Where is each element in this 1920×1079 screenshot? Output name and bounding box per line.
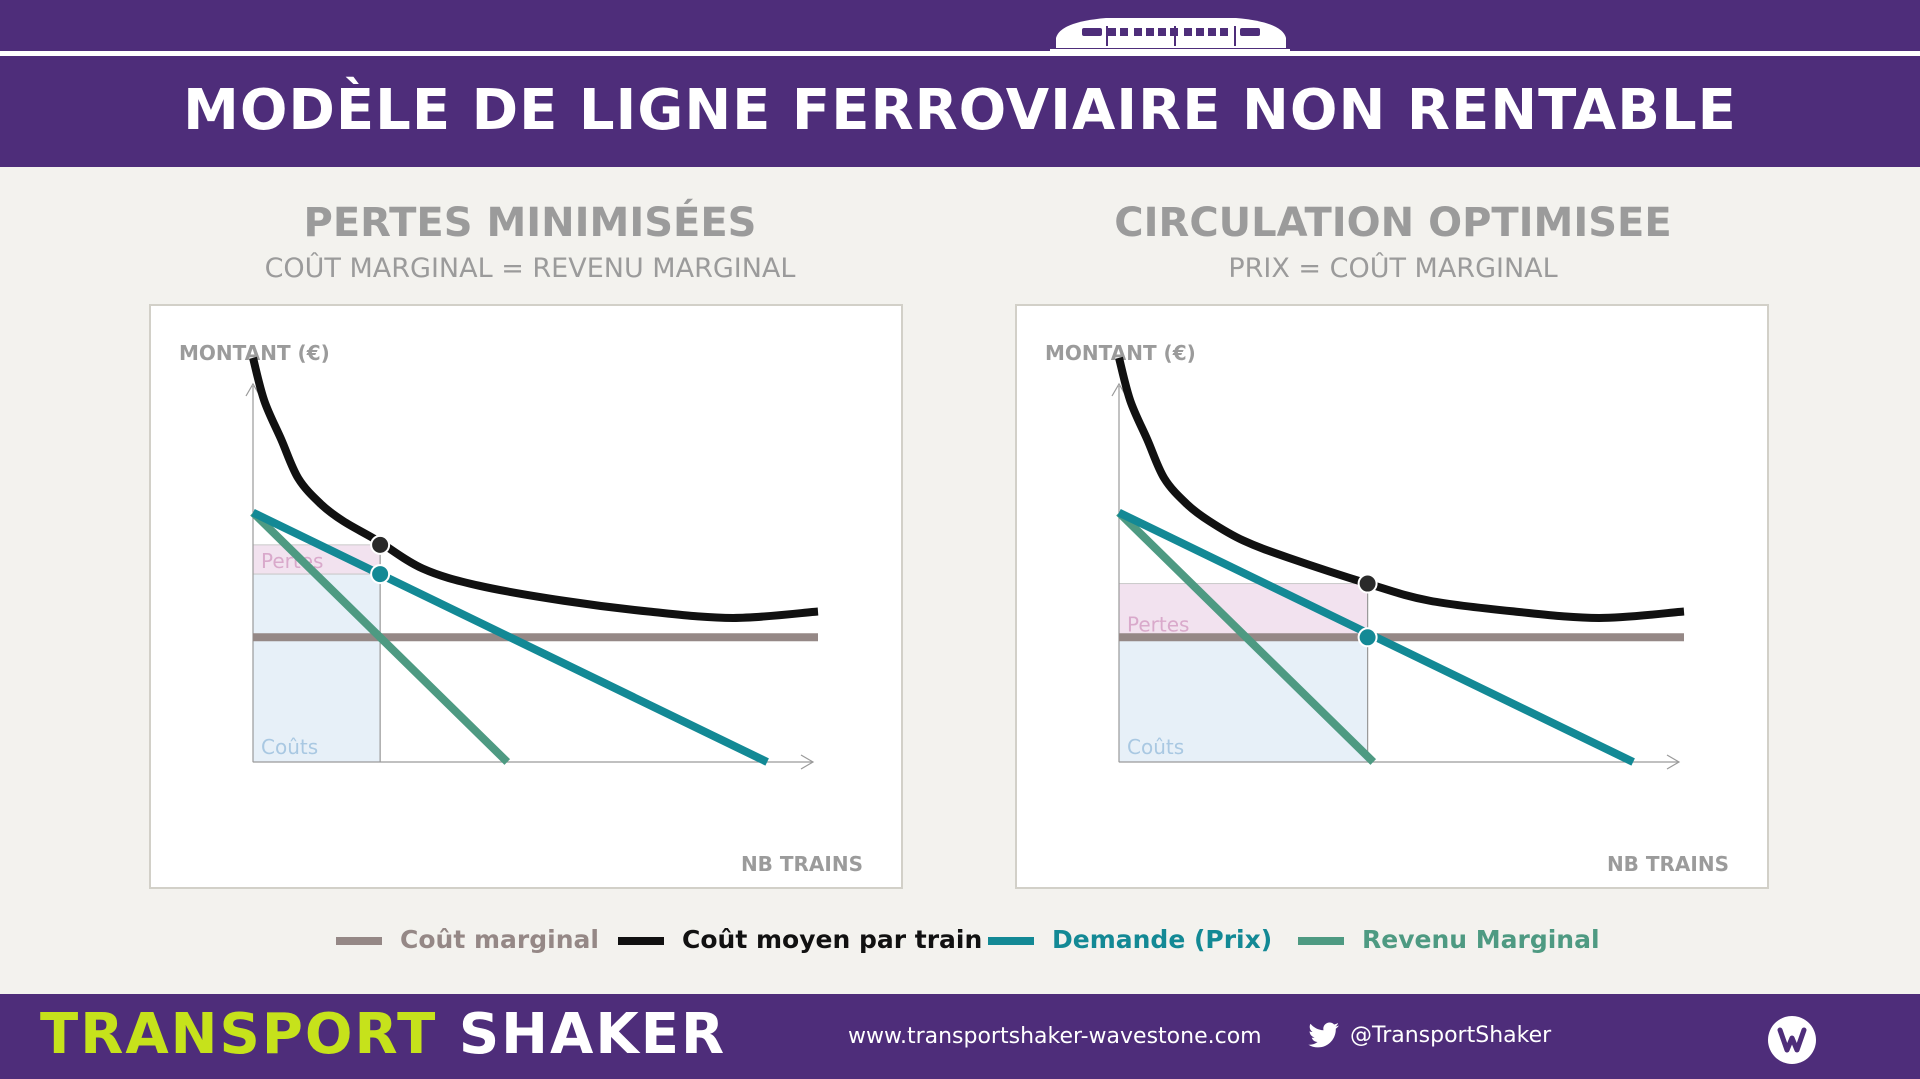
panel-subtitle-right: PRIX = COÛT MARGINAL: [1228, 253, 1558, 284]
legend-label: Revenu Marginal: [1362, 925, 1600, 954]
intersection-point: [370, 534, 391, 555]
brand-word-transport: TRANSPORT: [40, 1002, 438, 1067]
panel-subtitle-left: COÛT MARGINAL = REVENU MARGINAL: [264, 253, 796, 284]
train-icon: [1050, 18, 1290, 53]
legend-label: Demande (Prix): [1052, 925, 1273, 954]
area-label-couts: Coûts: [1127, 735, 1184, 759]
series-revenu-marginal: [1116, 509, 1377, 765]
legend-swatch: [988, 937, 1034, 945]
chart-right: Pertes Coûts MONTANT (€) NB TRAINS: [1015, 304, 1769, 889]
twitter-bird-icon[interactable]: [1308, 1022, 1340, 1050]
chart-legend: Coût marginal Coût moyen par train Deman…: [0, 920, 1920, 960]
wavestone-w-icon: [1768, 1016, 1816, 1064]
intersection-point: [1357, 627, 1378, 648]
header-band: [0, 0, 1920, 167]
legend-swatch: [336, 937, 382, 945]
twitter-handle[interactable]: @TransportShaker: [1350, 1023, 1552, 1048]
area-label-couts: Coûts: [261, 735, 318, 759]
panel-title-right: CIRCULATION OPTIMISEE: [1114, 200, 1672, 246]
x-axis-arrow: [1666, 754, 1681, 770]
legend-label: Coût moyen par train: [682, 925, 983, 954]
intersection-point: [1357, 573, 1378, 594]
series-demande: [251, 509, 769, 766]
brand-logo-text: TRANSPORT SHAKER: [40, 1002, 726, 1067]
x-axis-label: NB TRAINS: [1607, 852, 1729, 876]
series-revenu-marginal: [250, 509, 511, 765]
page-title: MODÈLE DE LIGNE FERROVIAIRE NON RENTABLE: [183, 78, 1737, 143]
chart-left: Pertes Coûts MONTANT (€) NB TRAINS: [149, 304, 903, 889]
intersection-point: [370, 564, 391, 585]
series-cout-moyen: [249, 356, 819, 622]
legend-swatch: [618, 937, 664, 945]
header-divider: [0, 51, 1920, 56]
footer-bar: TRANSPORT SHAKER www.transportshaker-wav…: [0, 994, 1920, 1079]
x-axis-arrow: [800, 754, 815, 770]
area-couts: [252, 573, 381, 763]
panel-title-left: PERTES MINIMISÉES: [303, 200, 757, 246]
brand-word-shaker: SHAKER: [458, 1002, 727, 1067]
legend-swatch: [1298, 937, 1344, 945]
legend-label: Coût marginal: [400, 925, 599, 954]
website-link[interactable]: www.transportshaker-wavestone.com: [848, 1024, 1262, 1049]
series-cout-moyen: [1115, 356, 1685, 622]
x-axis-label: NB TRAINS: [741, 852, 863, 876]
area-pertes: [252, 544, 381, 575]
area-label-pertes: Pertes: [1127, 612, 1189, 636]
